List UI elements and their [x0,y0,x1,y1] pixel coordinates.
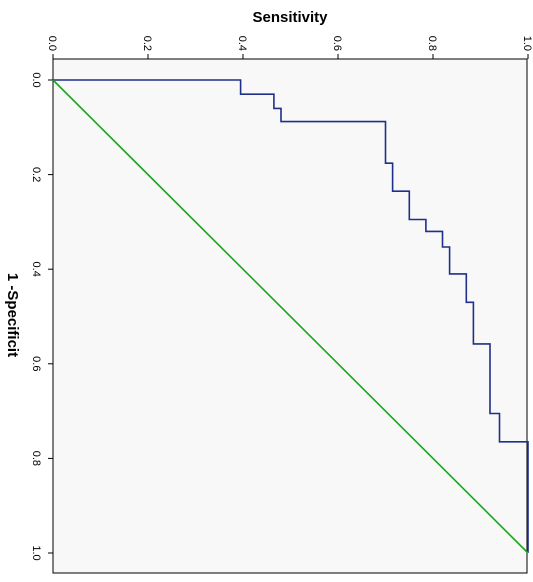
x-tick-label: 0.2 [141,36,153,51]
y-tick-label: 1.0 [30,545,42,560]
x-tick-label: 0.8 [426,36,438,51]
y-axis-title: 1 -Specificit [4,273,21,357]
y-tick-label: 0.8 [30,451,42,466]
x-tick-label: 0.6 [331,36,343,51]
y-tick-label: 0.6 [30,356,42,371]
x-tick-label: 1.0 [521,36,533,51]
x-axis-ticks: 0.0 0.2 0.4 0.6 0.8 1.0 [46,36,533,59]
y-axis-ticks: 0.0 0.2 0.4 0.6 0.8 1.0 [30,72,53,561]
y-tick-label: 0.4 [30,262,42,277]
y-tick-label: 0.0 [30,72,42,87]
series-layer [52,79,529,554]
x-axis-title: Sensitivity [252,9,328,26]
y-tick-label: 0.2 [30,167,42,182]
reference-diagonal-line [52,79,529,554]
x-tick-label: 0.0 [46,36,58,51]
x-tick-label: 0.4 [236,36,248,51]
roc-curve-line [53,79,529,553]
